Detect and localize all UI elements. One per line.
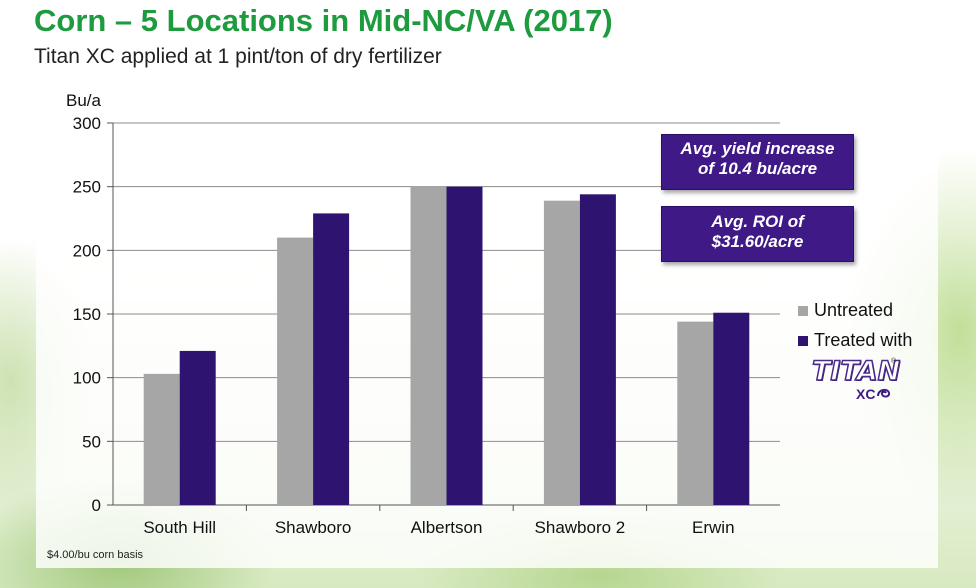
x-tick-label: South Hill	[143, 518, 216, 537]
titan-xc-logo: TITAN ® XC	[811, 355, 901, 406]
legend-swatch-treated	[798, 336, 808, 346]
x-tick-label: Shawboro 2	[535, 518, 626, 537]
slide-title: Corn – 5 Locations in Mid-NC/VA (2017)	[34, 3, 613, 38]
logo-wordmark: TITAN	[811, 355, 901, 388]
y-tick-label: 100	[73, 369, 101, 388]
y-axis-label: Bu/a	[66, 91, 102, 110]
bar-untreated	[277, 237, 314, 505]
roi-callout: Avg. ROI of $31.60/acre	[661, 206, 854, 262]
y-tick-label: 150	[73, 305, 101, 324]
callout-line: $31.60/acre	[711, 232, 804, 251]
x-tick-label: Albertson	[411, 518, 483, 537]
y-tick-label: 300	[73, 114, 101, 133]
callout-line: Avg. yield increase	[680, 139, 835, 158]
bar-untreated	[543, 200, 580, 505]
bar-treated	[313, 213, 350, 505]
bar-untreated	[410, 186, 447, 505]
callout-line: of 10.4 bu/acre	[697, 159, 818, 178]
bar-treated	[446, 186, 483, 505]
bar-treated	[579, 194, 616, 505]
yield-increase-callout: Avg. yield increase of 10.4 bu/acre	[661, 134, 854, 190]
x-tick-label: Shawboro	[275, 518, 352, 537]
y-tick-label: 50	[82, 432, 101, 451]
legend-label: Untreated	[814, 300, 894, 320]
x-tick-label: Erwin	[692, 518, 735, 537]
y-tick-label: 250	[73, 178, 101, 197]
callout-line: Avg. ROI of	[711, 212, 804, 231]
bar-untreated	[143, 373, 180, 505]
registered-mark: ®	[891, 358, 897, 365]
slide-subtitle: Titan XC applied at 1 pint/ton of dry fe…	[34, 45, 442, 68]
bar-treated	[713, 312, 750, 505]
legend-label: Treated with	[814, 330, 913, 350]
y-tick-label: 0	[92, 496, 101, 515]
bar-untreated	[677, 321, 714, 505]
footnote: $4.00/bu corn basis	[47, 549, 144, 561]
legend-swatch-untreated	[798, 306, 808, 316]
y-tick-label: 200	[73, 241, 101, 260]
bar-treated	[179, 350, 216, 505]
logo-swirl-icon	[877, 388, 891, 398]
logo-sub: XC	[856, 386, 876, 402]
